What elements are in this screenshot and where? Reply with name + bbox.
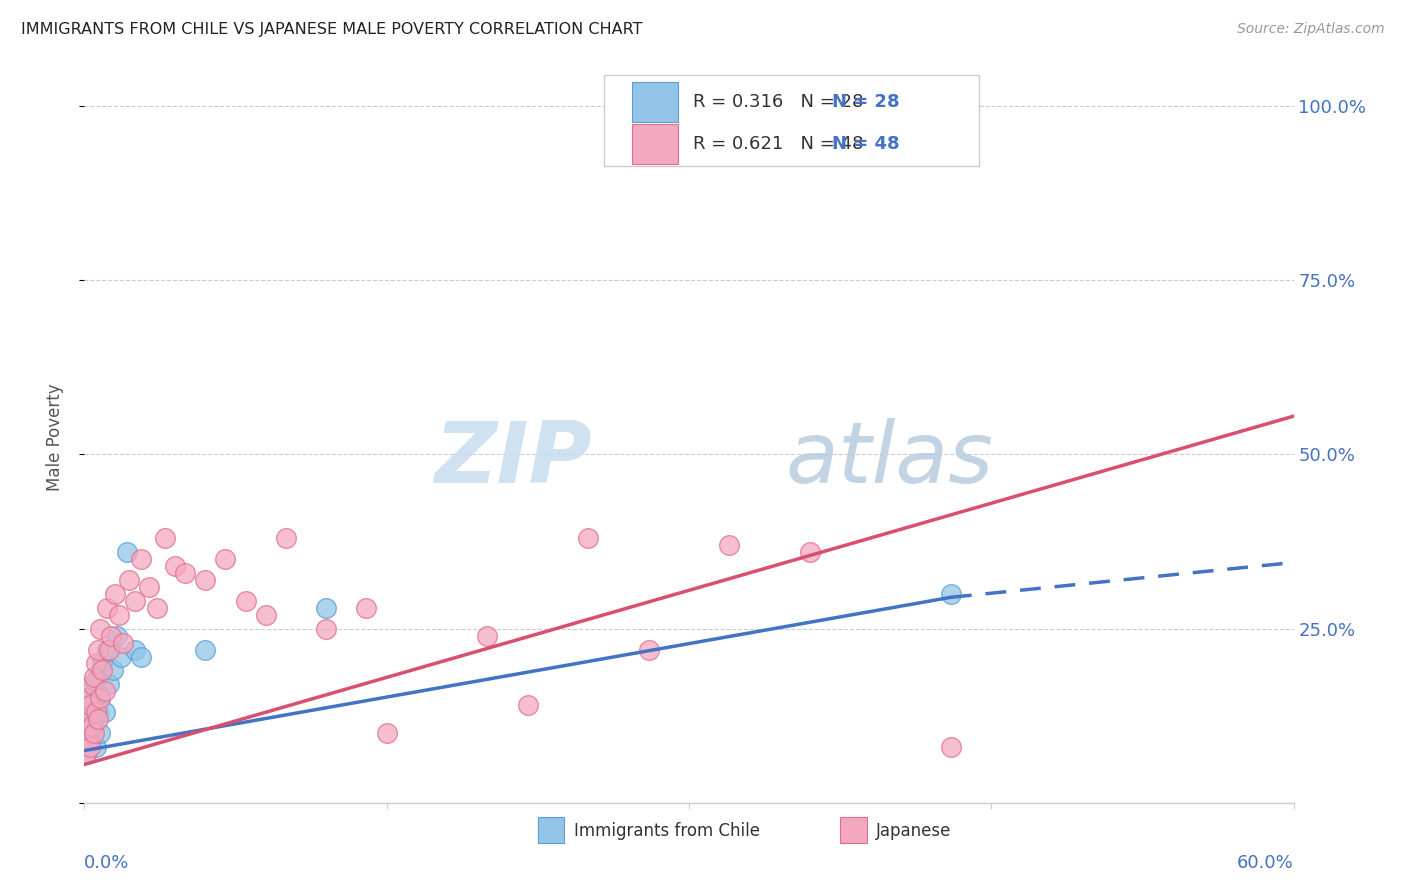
Point [77,705,100,719]
Point [138,580,160,594]
Point [111,635,134,649]
Point [129,552,152,566]
Point [79,733,101,747]
Point [97,642,120,657]
Point [83,670,105,684]
Point [93,705,115,719]
Point [375,726,398,740]
Text: Japanese: Japanese [876,822,952,839]
Point [165,558,187,573]
Point [637,642,659,657]
Point [82,719,104,733]
FancyBboxPatch shape [538,817,564,843]
Point [153,531,176,545]
Point [87,712,110,726]
Point [83,712,105,726]
Point [86,705,108,719]
Point [356,600,378,615]
Point [718,538,741,552]
Point [939,740,962,755]
Point [516,698,538,713]
Text: N = 28: N = 28 [831,94,900,112]
Point [87,705,110,719]
Point [100,629,122,643]
Point [96,642,118,657]
Point [77,726,100,740]
Point [129,649,152,664]
Text: 0.0%: 0.0% [84,854,129,872]
Point [214,552,236,566]
Text: R = 0.316   N = 28: R = 0.316 N = 28 [693,94,863,112]
Point [315,600,337,615]
Text: Immigrants from Chile: Immigrants from Chile [574,822,761,839]
Point [91,664,114,678]
Point [194,642,217,657]
Point [82,677,104,691]
Point [477,629,499,643]
Point [146,600,169,615]
Point [86,684,108,698]
FancyBboxPatch shape [633,124,678,164]
Point [89,726,111,740]
Point [77,733,100,747]
Point [86,740,108,755]
Text: N = 48: N = 48 [831,136,900,153]
Point [91,657,114,671]
Point [75,712,97,726]
Y-axis label: Male Poverty: Male Poverty [45,384,63,491]
Point [96,600,118,615]
Point [235,594,257,608]
FancyBboxPatch shape [633,82,678,122]
Point [124,642,146,657]
Point [79,698,101,713]
Point [105,629,128,643]
Point [118,573,141,587]
Point [75,747,97,761]
Point [82,698,104,713]
Point [799,545,821,559]
Point [86,657,108,671]
Point [75,747,97,761]
Point [83,726,105,740]
Point [107,607,129,622]
Point [83,677,105,691]
Point [79,740,101,755]
Point [89,622,111,636]
Point [87,642,110,657]
Point [89,691,111,706]
FancyBboxPatch shape [841,817,866,843]
Point [274,531,297,545]
Point [77,691,100,706]
Text: 60.0%: 60.0% [1237,854,1294,872]
Point [79,691,101,706]
Text: atlas: atlas [786,417,994,500]
Point [576,531,599,545]
Text: R = 0.621   N = 48: R = 0.621 N = 48 [693,136,863,153]
Point [97,677,120,691]
Text: Source: ZipAtlas.com: Source: ZipAtlas.com [1237,22,1385,37]
Point [82,719,104,733]
Point [254,607,277,622]
Text: ZIP: ZIP [434,417,592,500]
Point [89,691,111,706]
Point [124,594,146,608]
Point [194,573,217,587]
Point [315,622,337,636]
Point [101,664,124,678]
Point [104,587,127,601]
Point [87,670,110,684]
Point [93,684,115,698]
FancyBboxPatch shape [605,75,979,167]
Point [174,566,197,580]
Point [115,545,138,559]
Text: IMMIGRANTS FROM CHILE VS JAPANESE MALE POVERTY CORRELATION CHART: IMMIGRANTS FROM CHILE VS JAPANESE MALE P… [21,22,643,37]
Point [110,649,132,664]
Point [939,587,962,601]
